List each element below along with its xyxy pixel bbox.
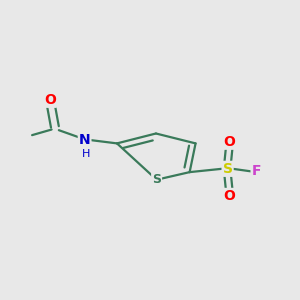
Text: O: O — [223, 189, 235, 203]
Text: O: O — [223, 135, 235, 149]
Text: S: S — [152, 173, 161, 186]
Text: O: O — [44, 93, 56, 107]
Text: F: F — [252, 164, 261, 178]
Text: N: N — [79, 133, 90, 147]
Text: S: S — [223, 162, 232, 176]
Text: H: H — [82, 149, 90, 159]
